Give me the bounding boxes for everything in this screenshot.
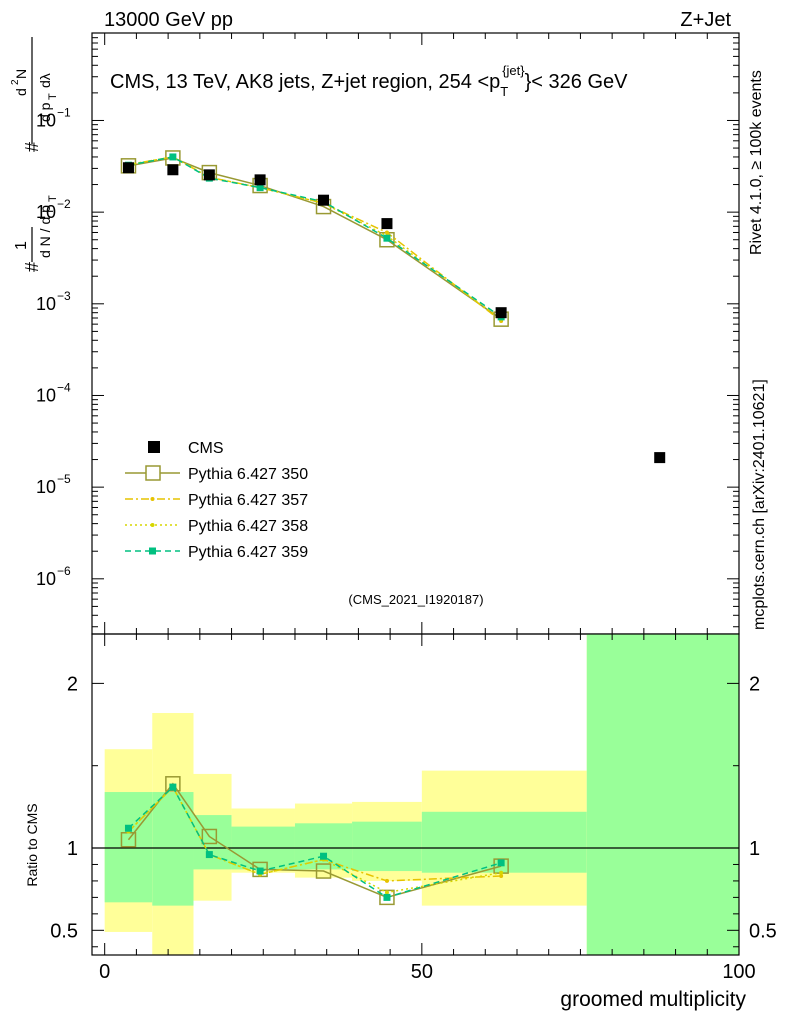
legend-marker (150, 497, 155, 501)
header-left: 13000 GeV pp (104, 9, 233, 31)
svg-text:d p: d p (37, 102, 53, 122)
main-series-marker (256, 184, 264, 192)
main-y-axis-label: # 1 d N / d p T # d 2N d p Tdλ (10, 37, 59, 272)
x-tick-label: 100 (722, 961, 755, 983)
ratio-y-tick-label: 2 (67, 673, 78, 695)
y-tick-label: 10 (36, 477, 56, 497)
cms-data-point (203, 169, 215, 181)
ratio-y-tick-label: 0.5 (50, 920, 78, 942)
ratio-series-marker (169, 783, 177, 791)
y-tick-exponent: −1 (57, 105, 71, 119)
mcplots-label: mcplots.cern.ch [arXiv:2401.10621] (751, 379, 768, 630)
ratio-series-marker (384, 890, 389, 895)
ratio-y-tick-label: 2 (749, 673, 760, 695)
uncertainty-band-inner (352, 821, 422, 872)
ratio-y-tick-label: 0.5 (749, 920, 777, 942)
analysis-id: (CMS_2021_I1920187) (348, 592, 483, 607)
ratio-series-marker (379, 889, 395, 906)
legend-label: Pythia 6.427 358 (188, 518, 308, 535)
main-series-marker (169, 153, 177, 161)
uncertainty-band-inner (193, 815, 232, 870)
y-tick-label: 10 (36, 385, 56, 405)
uncertainty-band-inner (294, 823, 353, 870)
main-series-line (128, 157, 502, 320)
y-tick-exponent: −5 (57, 472, 71, 486)
svg-text:#: # (22, 142, 42, 152)
svg-text:T: T (47, 195, 59, 202)
y-tick-label: 10 (36, 110, 56, 130)
ratio-axis-ticks: 0.5 0.5 1 1 2 2 0 50 100 (50, 634, 777, 983)
main-series-marker (383, 234, 391, 242)
legend-label: Pythia 6.427 350 (188, 466, 308, 483)
legend-marker (150, 523, 155, 527)
y-tick-label: 10 (36, 294, 56, 314)
ratio-series-marker (165, 776, 181, 792)
cms-data-point (167, 164, 179, 176)
ratio-series-marker (201, 828, 218, 845)
ratio-bands (92, 634, 739, 955)
ratio-series-marker (124, 824, 132, 832)
ratio-series-marker (499, 870, 504, 875)
legend-label: Pythia 6.427 359 (188, 544, 308, 561)
svg-text:1: 1 (13, 241, 30, 250)
main-series-line (128, 156, 502, 318)
cms-data-point (495, 307, 507, 319)
ratio-series (120, 776, 509, 906)
x-tick-label: 50 (411, 961, 433, 983)
svg-text:T: T (47, 93, 59, 100)
svg-text:#: # (22, 262, 42, 272)
legend: CMS Pythia 6.427 350 Pythia 6.427 357 Pythi… (125, 440, 308, 561)
main-series (120, 150, 666, 464)
x-tick-label: 0 (99, 961, 110, 983)
svg-text:N: N (13, 69, 29, 79)
main-series-line (128, 156, 502, 320)
svg-text:d: d (13, 88, 29, 96)
ratio-series-marker (384, 878, 389, 883)
legend-marker (148, 441, 160, 453)
legend-marker (149, 547, 156, 555)
rivet-label: Rivet 4.1.0, ≥ 100k events (748, 70, 765, 255)
y-tick-exponent: −4 (57, 380, 71, 394)
uncertainty-band-inner (152, 792, 194, 906)
svg-text:dλ: dλ (37, 73, 53, 88)
y-tick-exponent: −6 (57, 564, 71, 578)
y-tick-label: 10 (36, 569, 56, 589)
svg-text:2: 2 (10, 79, 21, 85)
plot-title: CMS, 13 TeV, AK8 jets, Z+jet region, 254… (110, 63, 628, 99)
legend-label: CMS (188, 440, 224, 457)
svg-text:CMS, 13 TeV, AK8 jets, Z+jet r: CMS, 13 TeV, AK8 jets, Z+jet region, 254… (110, 63, 628, 99)
ratio-series-marker (205, 851, 213, 859)
main-series-marker (384, 230, 389, 235)
ratio-series-marker (497, 859, 505, 867)
ratio-series-marker (383, 893, 391, 901)
ratio-series-marker (499, 873, 504, 878)
ratio-y-tick-label: 1 (67, 838, 78, 860)
y-tick-exponent: −2 (57, 197, 71, 211)
header-right: Z+Jet (680, 9, 731, 31)
uncertainty-band-inner (586, 634, 739, 955)
cms-data-point (318, 194, 330, 206)
cms-data-point (254, 174, 266, 186)
ratio-series-marker (315, 863, 332, 879)
y-tick-label: 10 (36, 202, 56, 222)
svg-text:d N / d p: d N / d p (37, 205, 53, 258)
ratio-series-marker (320, 852, 328, 860)
legend-label: Pythia 6.427 357 (188, 492, 308, 509)
cms-data-point (381, 218, 393, 230)
cms-data-point (122, 162, 134, 174)
cms-data-point (654, 452, 666, 464)
x-axis-label: groomed multiplicity (560, 988, 746, 1011)
y-tick-exponent: −3 (57, 289, 71, 303)
ratio-frame (91, 633, 740, 956)
legend-marker (145, 465, 161, 481)
ratio-series-marker (256, 867, 264, 875)
ratio-y-axis-label: Ratio to CMS (24, 803, 40, 886)
main-series-line (128, 156, 502, 322)
ratio-y-tick-label: 1 (749, 838, 760, 860)
main-axis-ticks: 10−610−510−410−310−210−1 (36, 32, 740, 634)
